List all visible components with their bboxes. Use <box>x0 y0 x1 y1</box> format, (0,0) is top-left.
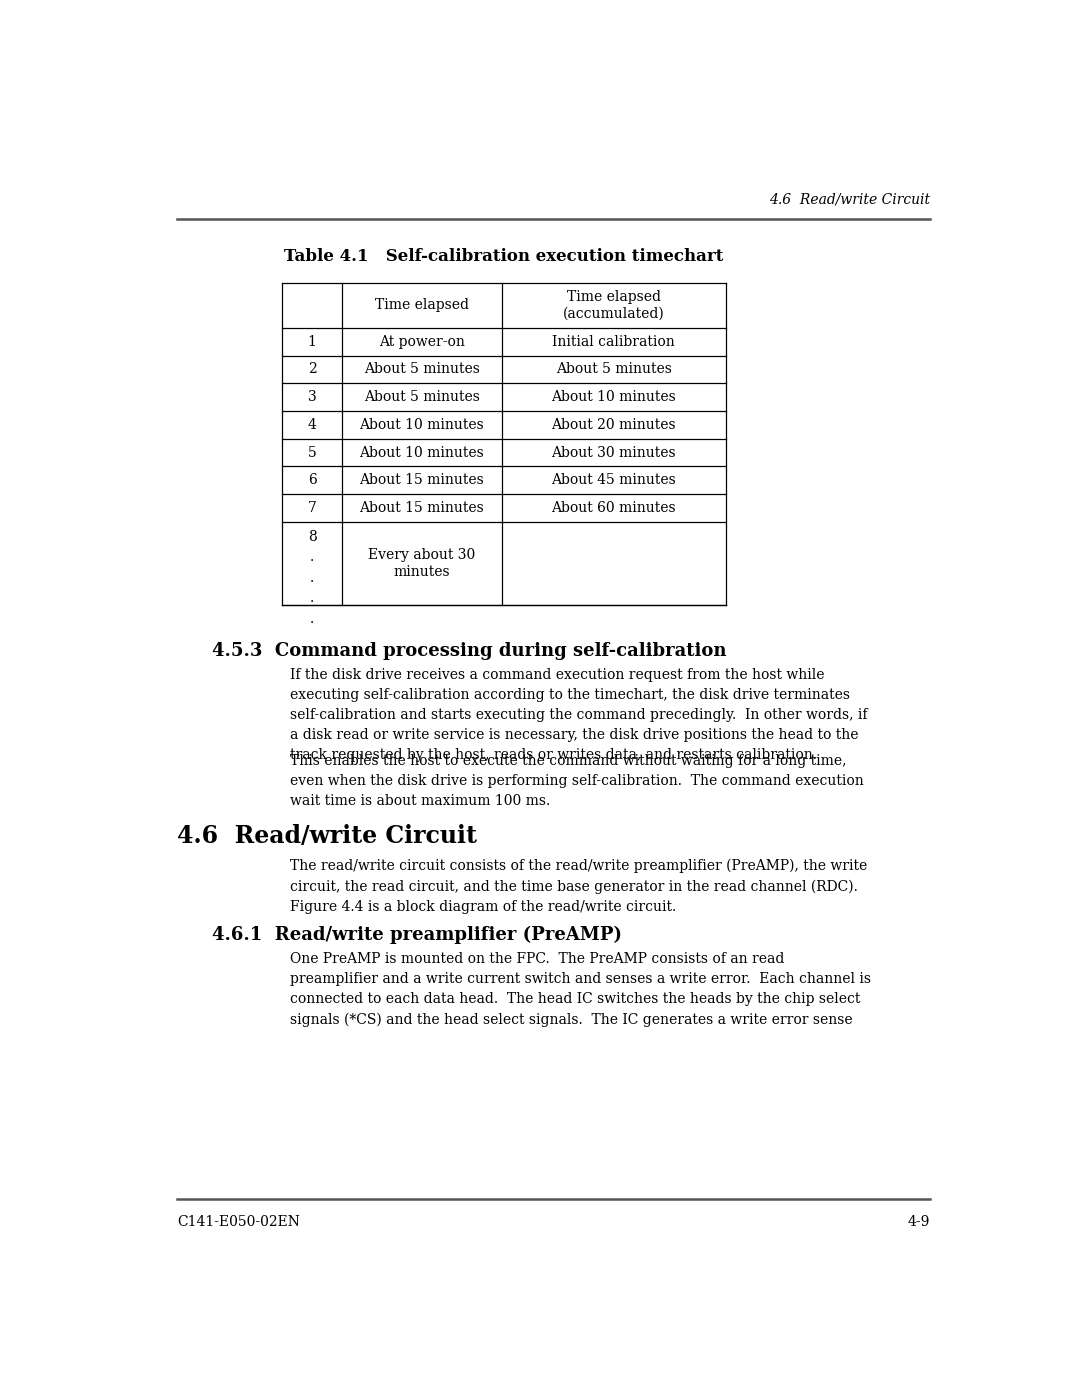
Text: 4.5.3  Command processing during self-calibration: 4.5.3 Command processing during self-cal… <box>213 643 727 659</box>
Text: C141-E050-02EN: C141-E050-02EN <box>177 1215 300 1229</box>
Text: Initial calibration: Initial calibration <box>552 335 675 349</box>
Text: About 30 minutes: About 30 minutes <box>551 446 676 460</box>
Text: About 10 minutes: About 10 minutes <box>360 446 484 460</box>
Text: Time elapsed: Time elapsed <box>375 299 469 313</box>
Text: 8
.
.
.
.: 8 . . . . <box>308 529 316 626</box>
Text: This enables the host to execute the command without waiting for a long time,
ev: This enables the host to execute the com… <box>291 754 864 807</box>
Text: About 20 minutes: About 20 minutes <box>551 418 676 432</box>
Text: 7: 7 <box>308 502 316 515</box>
Text: About 5 minutes: About 5 minutes <box>364 390 480 404</box>
Text: Every about 30
minutes: Every about 30 minutes <box>368 548 475 578</box>
Text: 4: 4 <box>308 418 316 432</box>
Text: One PreAMP is mounted on the FPC.  The PreAMP consists of an read
preamplifier a: One PreAMP is mounted on the FPC. The Pr… <box>291 951 870 1027</box>
Text: At power-on: At power-on <box>379 335 464 349</box>
Text: 5: 5 <box>308 446 316 460</box>
Text: If the disk drive receives a command execution request from the host while
execu: If the disk drive receives a command exe… <box>291 668 867 763</box>
Text: 4-9: 4-9 <box>908 1215 930 1229</box>
Text: About 15 minutes: About 15 minutes <box>360 502 484 515</box>
Text: About 10 minutes: About 10 minutes <box>551 390 676 404</box>
Text: About 60 minutes: About 60 minutes <box>551 502 676 515</box>
Text: About 15 minutes: About 15 minutes <box>360 474 484 488</box>
Text: 2: 2 <box>308 362 316 376</box>
Text: 4.6.1  Read/write preamplifier (PreAMP): 4.6.1 Read/write preamplifier (PreAMP) <box>213 926 622 944</box>
Text: 1: 1 <box>308 335 316 349</box>
Text: 3: 3 <box>308 390 316 404</box>
Text: About 10 minutes: About 10 minutes <box>360 418 484 432</box>
Text: About 5 minutes: About 5 minutes <box>556 362 672 376</box>
Text: The read/write circuit consists of the read/write preamplifier (PreAMP), the wri: The read/write circuit consists of the r… <box>291 859 867 914</box>
Text: 6: 6 <box>308 474 316 488</box>
Text: About 5 minutes: About 5 minutes <box>364 362 480 376</box>
Text: Time elapsed
(accumulated): Time elapsed (accumulated) <box>563 291 664 320</box>
Text: Table 4.1   Self-calibration execution timechart: Table 4.1 Self-calibration execution tim… <box>284 249 724 265</box>
Text: 4.6  Read/write Circuit: 4.6 Read/write Circuit <box>177 824 476 848</box>
Text: About 45 minutes: About 45 minutes <box>551 474 676 488</box>
Text: 4.6  Read/write Circuit: 4.6 Read/write Circuit <box>769 193 930 207</box>
